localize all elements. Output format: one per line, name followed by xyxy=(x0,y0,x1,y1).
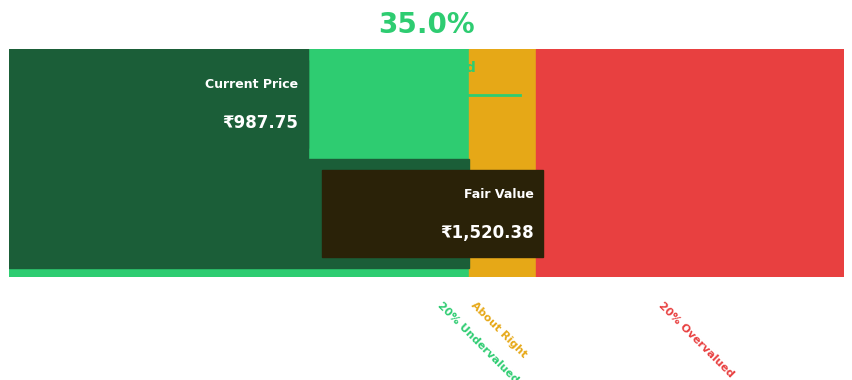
Text: Undervalued: Undervalued xyxy=(377,61,475,75)
Text: 20% Undervalued: 20% Undervalued xyxy=(435,300,520,380)
Bar xyxy=(181,60,308,148)
Bar xyxy=(469,49,535,277)
Text: ₹987.75: ₹987.75 xyxy=(222,114,297,132)
Bar xyxy=(9,49,469,277)
Bar xyxy=(321,170,542,257)
Text: Current Price: Current Price xyxy=(204,78,297,91)
Text: About Right: About Right xyxy=(469,300,528,360)
Bar xyxy=(9,159,469,268)
Text: Fair Value: Fair Value xyxy=(463,188,532,201)
Text: ₹1,520.38: ₹1,520.38 xyxy=(440,224,532,242)
Bar xyxy=(535,49,843,277)
Text: 35.0%: 35.0% xyxy=(377,11,475,40)
Text: 20% Overvalued: 20% Overvalued xyxy=(656,300,734,379)
Bar xyxy=(9,49,308,159)
